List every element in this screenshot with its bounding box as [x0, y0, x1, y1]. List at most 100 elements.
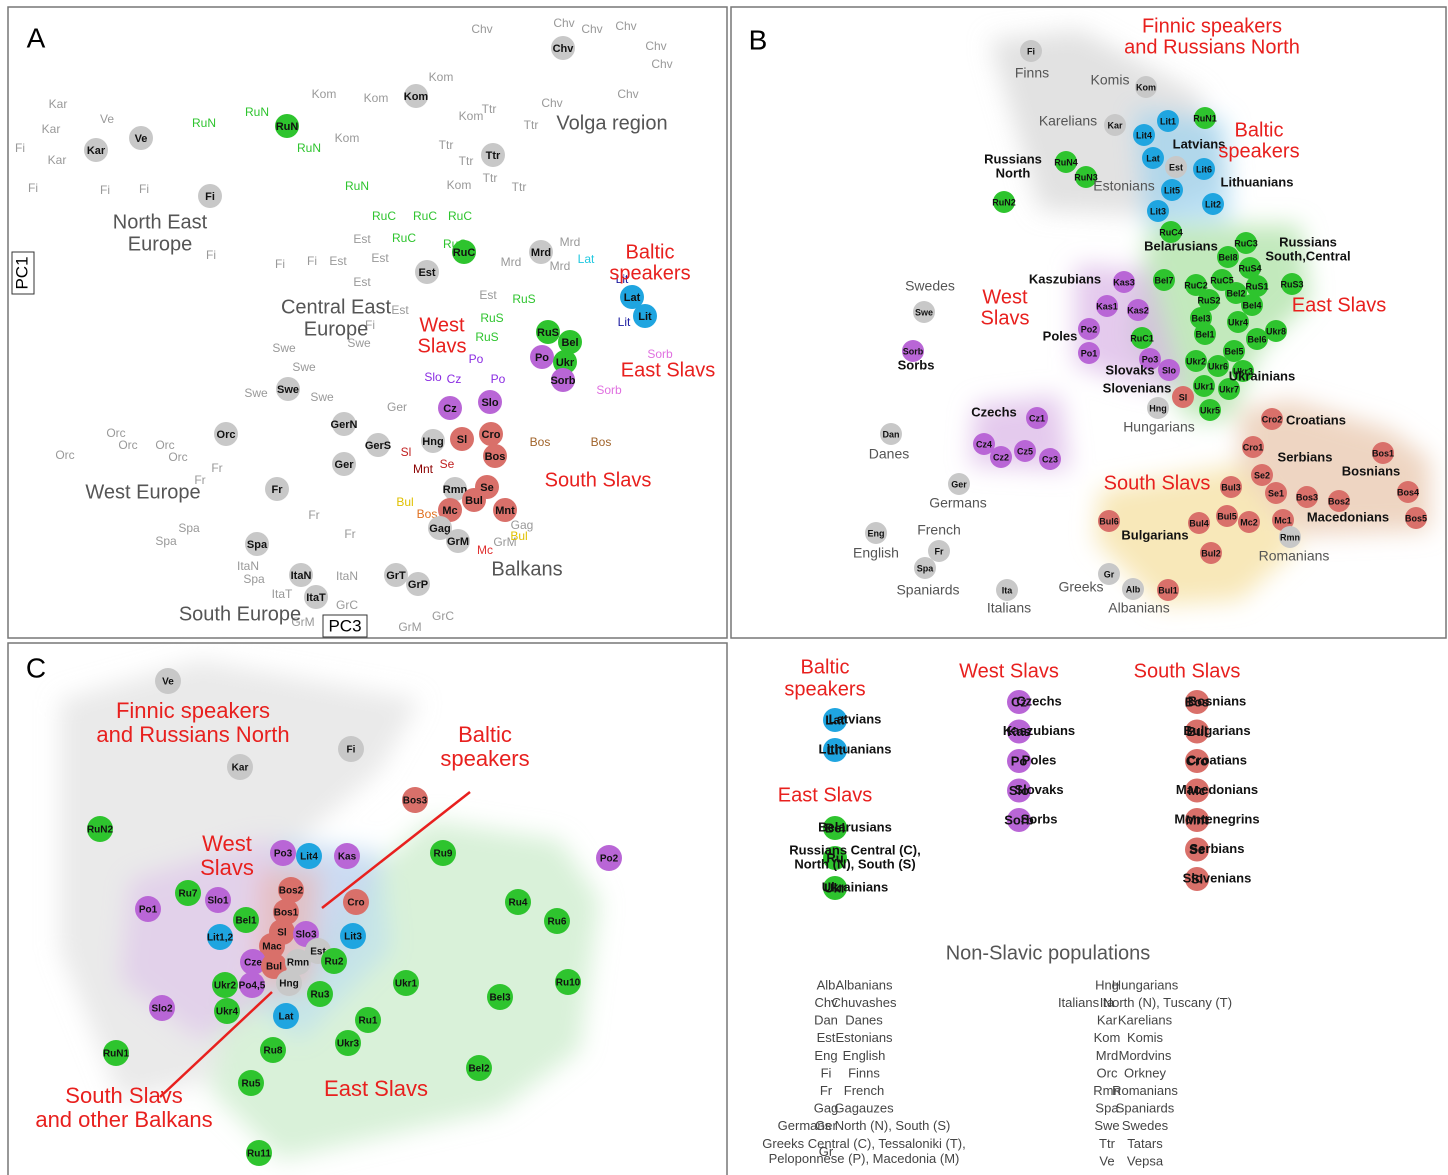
sample-node — [466, 1055, 492, 1081]
label: Spaniards — [896, 582, 959, 598]
label: Latvians — [1173, 136, 1226, 151]
sample-node — [340, 923, 366, 949]
sample-node — [1211, 269, 1233, 291]
sample-node — [1220, 476, 1242, 498]
label: East Slavs — [621, 359, 715, 381]
sample-node — [880, 423, 902, 445]
sample-label: Swe — [292, 360, 316, 374]
sample-label: Fr — [308, 508, 319, 522]
sample-label: Po — [469, 352, 484, 366]
node-label: Rmn — [1280, 532, 1300, 542]
label: West — [982, 286, 1028, 308]
sample-node — [1372, 442, 1394, 464]
sample-node — [948, 473, 970, 495]
label: Czechs — [1016, 693, 1062, 708]
abbr-code: Gr — [819, 1144, 834, 1159]
sample-label: Ttr — [439, 138, 454, 152]
legend-code: Cz — [1011, 694, 1027, 709]
node-label: Ukr4 — [1228, 317, 1248, 327]
sample-node — [996, 579, 1018, 601]
node-label: RuN4 — [1054, 157, 1078, 167]
sample-label: Kar — [42, 122, 61, 136]
sample-node — [1246, 275, 1268, 297]
sample-label: Sorb — [596, 383, 622, 397]
node-label: Ru6 — [548, 917, 567, 928]
sample-label: ItaN — [237, 559, 259, 573]
node-label: RuN1 — [1193, 113, 1217, 123]
sample-node — [493, 498, 517, 522]
node-label: GrT — [386, 570, 406, 582]
sample-label: RuN — [245, 105, 269, 119]
node-label: Ukr5 — [1200, 405, 1220, 415]
label: Europe — [128, 233, 193, 255]
sample-node — [1131, 327, 1153, 349]
sample-node — [530, 345, 554, 369]
sample-node — [483, 444, 507, 468]
label: North — [996, 165, 1031, 180]
label: Balkans — [491, 558, 562, 580]
legend-code: Sl — [1191, 871, 1203, 886]
sample-node — [993, 191, 1015, 213]
sample-node — [1135, 76, 1157, 98]
abbr-code: Swe — [1094, 1118, 1119, 1133]
sample-label: Kom — [312, 87, 337, 101]
node-label: Est — [310, 947, 326, 958]
legend-title: Non-Slavic populations — [946, 942, 1151, 964]
sample-node — [1242, 436, 1264, 458]
node-label: Alb — [1126, 584, 1141, 594]
sample-node — [1172, 386, 1194, 408]
node-label: Cz4 — [976, 439, 992, 449]
sample-node — [1160, 221, 1182, 243]
sample-node — [1127, 299, 1149, 321]
legend-swatch — [823, 876, 847, 900]
label: English — [843, 1048, 886, 1063]
sample-label: Fi — [139, 182, 149, 196]
label: Finns — [1015, 65, 1049, 81]
node-label: Ukr6 — [1208, 361, 1228, 371]
sample-node — [239, 972, 265, 998]
node-label: RuC1 — [1130, 333, 1154, 343]
node-label: Cro1 — [1243, 442, 1264, 452]
sample-node — [1142, 147, 1164, 169]
legend-code: Lat — [825, 712, 845, 727]
abbr-code: Orc — [1097, 1065, 1118, 1080]
node-label: Ru8 — [264, 1046, 283, 1057]
sample-node — [1218, 378, 1240, 400]
sample-label: Est — [391, 303, 409, 317]
abbr-code: Mrd — [1096, 1048, 1118, 1063]
node-label: RuS1 — [1245, 281, 1268, 291]
sample-node — [214, 998, 240, 1024]
sample-node — [278, 877, 304, 903]
label: Volga region — [556, 112, 667, 134]
label: Tatars — [1127, 1136, 1163, 1151]
node-label: GrM — [447, 536, 469, 548]
node-label: Kas3 — [1113, 277, 1135, 287]
abbr-code: Chv — [814, 995, 838, 1010]
legend-swatch — [1007, 749, 1031, 773]
node-label: Lit3 — [1150, 206, 1166, 216]
node-label: Ru5 — [242, 1079, 261, 1090]
node-label: Bos1 — [1372, 448, 1394, 458]
sample-node — [536, 320, 560, 344]
sample-node — [990, 446, 1012, 468]
axis-label: PC1 — [12, 256, 31, 289]
label: Estonians — [835, 1030, 893, 1045]
node-label: Slo — [1162, 365, 1177, 375]
sample-label: Ve — [100, 112, 114, 126]
abbr-code: Kom — [1094, 1030, 1121, 1045]
node-label: Kas1 — [1096, 301, 1118, 311]
label: South,Central — [1265, 248, 1350, 263]
node-label: Hng — [422, 436, 443, 448]
sample-node — [296, 843, 322, 869]
node-label: Cro2 — [1262, 414, 1283, 424]
sample-label: Swe — [310, 390, 334, 404]
axis-label: PC3 — [328, 616, 361, 635]
sample-node — [198, 184, 222, 208]
node-label: Lat — [279, 1012, 295, 1023]
sample-label: Gag — [511, 518, 534, 532]
abbr-code: Alb — [817, 977, 836, 992]
legend-code: Ru — [826, 850, 843, 865]
label: Russians Central (C), — [789, 842, 920, 857]
node-label: Hng — [279, 979, 298, 990]
sample-label: Est — [371, 251, 389, 265]
